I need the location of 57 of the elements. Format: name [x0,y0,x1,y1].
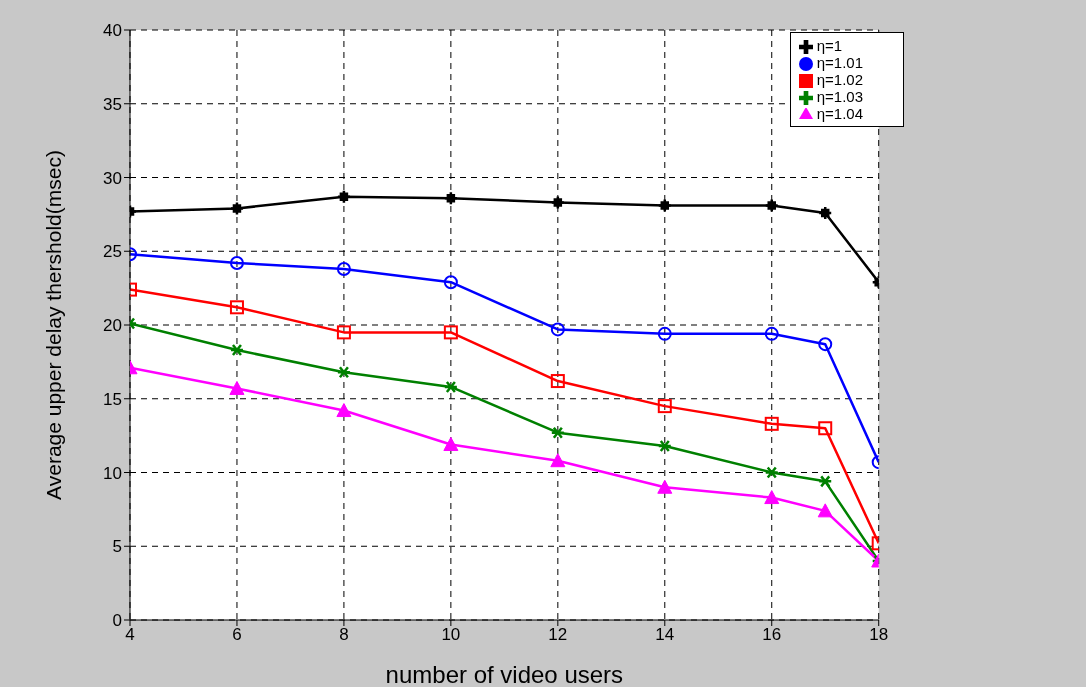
point [657,198,673,213]
point [764,326,779,341]
y-tick-label: 0 [112,611,122,631]
point [657,399,672,414]
point [229,256,244,271]
point [229,300,244,315]
x-tick-label: 10 [441,625,461,645]
point [336,325,351,340]
point [550,322,565,337]
point [764,466,779,479]
point [550,374,565,389]
y-tick-label: 40 [103,21,122,41]
point [336,403,352,418]
y-tick-label: 20 [103,316,122,336]
legend-label: η=1.01 [816,54,863,72]
point [229,201,245,216]
x-axis-title: number of video users [385,661,624,687]
y-tick-label: 35 [103,94,122,114]
y-axis-title: Average upper delay thershold(msec) [42,150,66,500]
point [818,337,833,352]
point [657,439,673,453]
y-tick-label: 15 [103,389,122,409]
x-tick-label: 18 [869,625,889,645]
x-tick-label: 14 [655,625,675,645]
y-tick-label: 5 [112,537,122,557]
point [443,380,459,394]
point [550,453,566,468]
legend-label: η=1.04 [816,105,863,123]
point [336,261,351,276]
point [229,343,245,357]
point [817,475,833,488]
point [657,479,673,494]
point [764,416,779,431]
point [443,325,458,340]
point [550,195,566,210]
point [550,426,566,439]
point [443,275,458,290]
legend-label: η=1.02 [816,71,863,89]
y-tick-label: 10 [103,463,122,483]
y-tick-label: 25 [103,242,122,262]
point [764,198,779,213]
x-tick-label: 8 [339,625,349,645]
point [443,436,459,451]
point [229,380,245,395]
x-tick-label: 12 [548,625,568,645]
point [336,365,352,379]
x-tick-label: 16 [762,625,782,645]
y-tick-label: 30 [103,168,122,188]
legend-label: η=1 [816,37,843,54]
point [657,326,672,341]
point [817,503,833,518]
point [764,490,780,505]
legend-label: η=1.03 [816,88,863,106]
x-tick-label: 4 [125,625,135,645]
point [336,189,352,204]
x-tick-label: 6 [232,625,242,645]
point [818,421,833,436]
